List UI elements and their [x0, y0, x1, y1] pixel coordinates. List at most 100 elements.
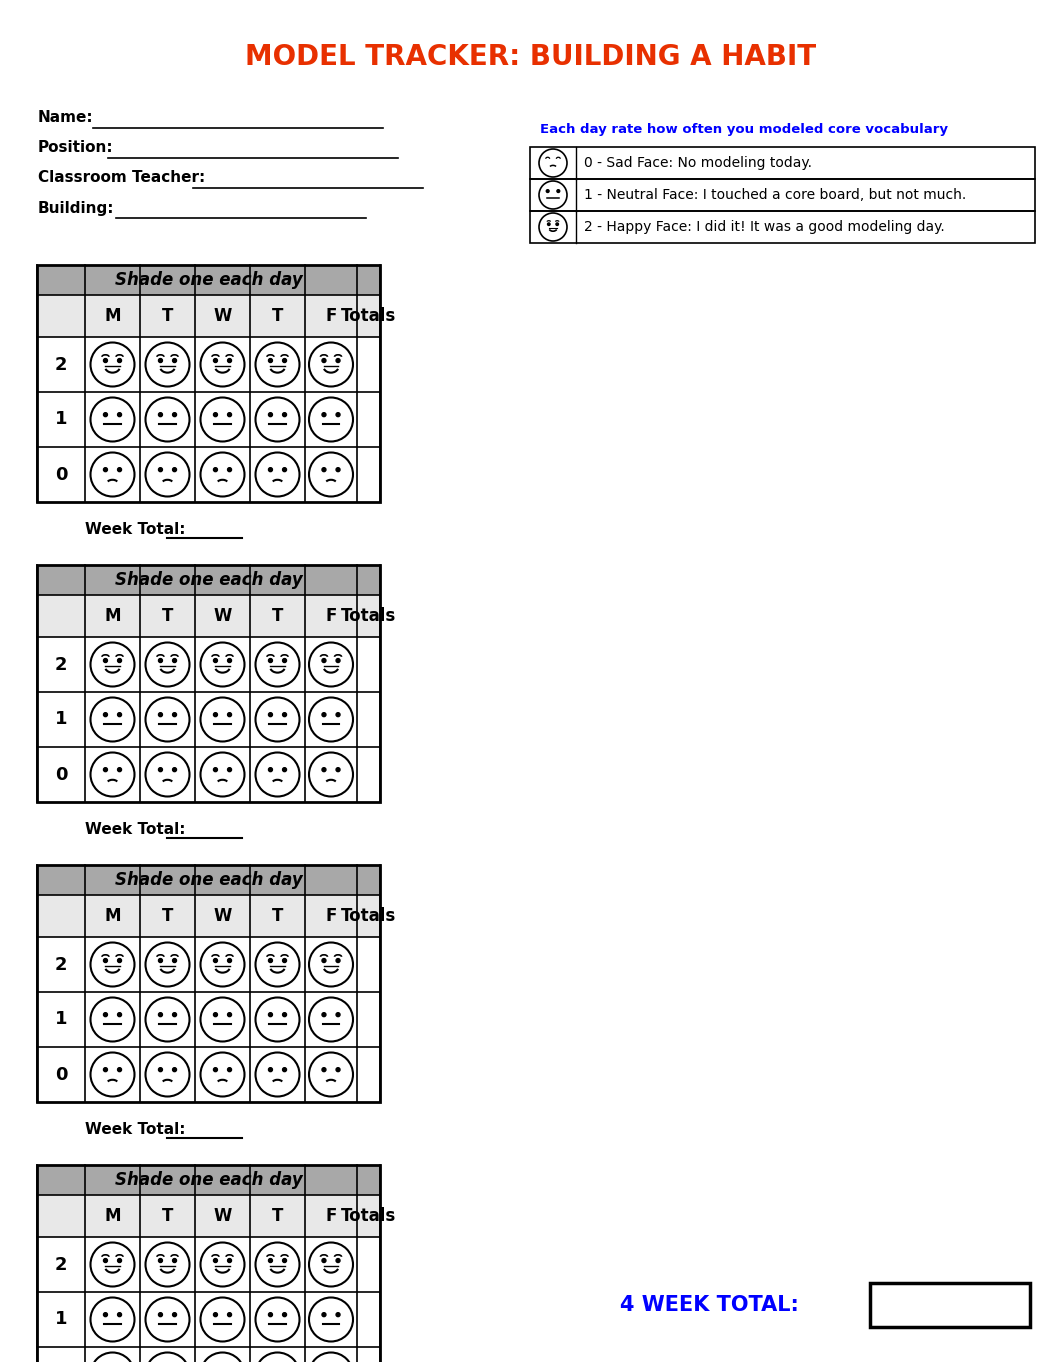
Bar [37, 565, 380, 595]
Circle shape [118, 413, 121, 417]
Text: Shade one each day: Shade one each day [115, 271, 303, 289]
Circle shape [548, 223, 550, 226]
Circle shape [282, 1258, 287, 1263]
Circle shape [158, 659, 162, 662]
Text: Position:: Position: [38, 140, 114, 155]
Text: 0 - Sad Face: No modeling today.: 0 - Sad Face: No modeling today. [584, 157, 812, 170]
Bar [530, 178, 1035, 211]
Circle shape [213, 413, 218, 417]
Circle shape [227, 712, 232, 716]
Circle shape [118, 659, 121, 662]
Text: Week Total:: Week Total: [85, 823, 186, 838]
Circle shape [269, 467, 273, 471]
Circle shape [322, 659, 326, 662]
Circle shape [158, 959, 162, 963]
Circle shape [336, 1013, 340, 1016]
Circle shape [103, 358, 107, 362]
Circle shape [555, 223, 559, 226]
Circle shape [322, 1013, 326, 1016]
Circle shape [213, 768, 218, 772]
Bar [530, 211, 1035, 242]
Circle shape [227, 959, 232, 963]
Text: T: T [161, 907, 173, 925]
Circle shape [158, 712, 162, 716]
Circle shape [282, 959, 287, 963]
Circle shape [158, 358, 162, 362]
Text: F: F [325, 607, 337, 625]
Circle shape [227, 413, 232, 417]
Bar [37, 1194, 380, 1237]
Circle shape [103, 467, 107, 471]
Circle shape [158, 768, 162, 772]
Circle shape [322, 712, 326, 716]
Bar [37, 865, 380, 1102]
Circle shape [118, 712, 121, 716]
Circle shape [213, 712, 218, 716]
Text: 1: 1 [55, 1310, 67, 1328]
Circle shape [213, 1313, 218, 1317]
Circle shape [118, 1313, 121, 1317]
Circle shape [282, 1068, 287, 1072]
Circle shape [269, 659, 273, 662]
Circle shape [103, 712, 107, 716]
Circle shape [336, 1313, 340, 1317]
Text: Totals: Totals [341, 306, 396, 326]
Circle shape [172, 1013, 176, 1016]
Text: W: W [213, 907, 232, 925]
Text: Building:: Building: [38, 200, 115, 215]
Text: T: T [272, 907, 284, 925]
Text: Totals: Totals [341, 607, 396, 625]
Text: Week Total:: Week Total: [85, 523, 186, 538]
Bar [530, 211, 1035, 242]
Text: Each day rate how often you modeled core vocabulary: Each day rate how often you modeled core… [539, 124, 948, 136]
Circle shape [269, 712, 273, 716]
Circle shape [213, 1068, 218, 1072]
Circle shape [227, 467, 232, 471]
Circle shape [213, 1258, 218, 1263]
Circle shape [336, 1068, 340, 1072]
Text: F: F [325, 907, 337, 925]
Circle shape [336, 413, 340, 417]
Text: 4 WEEK TOTAL:: 4 WEEK TOTAL: [620, 1295, 799, 1314]
Text: F: F [325, 1207, 337, 1224]
Bar [37, 266, 380, 503]
Circle shape [172, 467, 176, 471]
Circle shape [227, 1313, 232, 1317]
Text: T: T [161, 306, 173, 326]
Circle shape [118, 467, 121, 471]
Circle shape [269, 1013, 273, 1016]
Text: Totals: Totals [341, 907, 396, 925]
Text: Totals: Totals [341, 1207, 396, 1224]
Bar [37, 595, 380, 637]
Text: 0: 0 [55, 1065, 67, 1084]
Circle shape [322, 358, 326, 362]
Circle shape [213, 959, 218, 963]
Circle shape [158, 1068, 162, 1072]
Circle shape [282, 467, 287, 471]
Circle shape [172, 358, 176, 362]
Text: 2: 2 [55, 655, 67, 673]
Text: 2: 2 [55, 355, 67, 373]
Circle shape [322, 467, 326, 471]
Text: M: M [104, 907, 121, 925]
Text: 2 - Happy Face: I did it! It was a good modeling day.: 2 - Happy Face: I did it! It was a good … [584, 221, 945, 234]
Text: M: M [104, 306, 121, 326]
Circle shape [213, 467, 218, 471]
Circle shape [282, 358, 287, 362]
Circle shape [282, 1313, 287, 1317]
Bar [37, 865, 380, 895]
Circle shape [336, 959, 340, 963]
Text: M: M [104, 607, 121, 625]
Circle shape [103, 1313, 107, 1317]
Circle shape [158, 1258, 162, 1263]
Circle shape [103, 1068, 107, 1072]
Circle shape [269, 959, 273, 963]
Circle shape [172, 712, 176, 716]
Text: T: T [272, 1207, 284, 1224]
Text: T: T [272, 607, 284, 625]
Text: 1: 1 [55, 1011, 67, 1028]
Text: T: T [161, 607, 173, 625]
Circle shape [282, 712, 287, 716]
Text: F: F [325, 306, 337, 326]
Text: 1: 1 [55, 711, 67, 729]
